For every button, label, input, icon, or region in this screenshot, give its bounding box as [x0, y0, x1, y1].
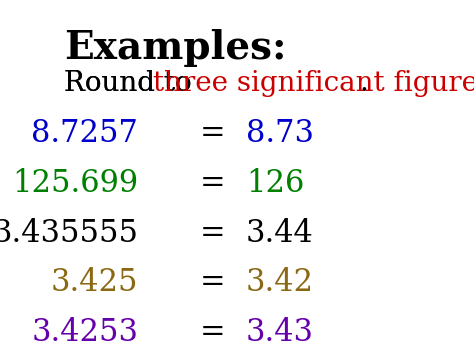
Text: =: =	[200, 317, 225, 348]
Text: 8.7257: 8.7257	[31, 118, 138, 149]
Text: 3.4253: 3.4253	[31, 317, 138, 348]
Text: =: =	[200, 118, 225, 149]
Text: 3.44: 3.44	[246, 218, 314, 248]
Text: 3.435555: 3.435555	[0, 218, 138, 248]
Text: =: =	[200, 218, 225, 248]
Text: 3.425: 3.425	[51, 267, 138, 298]
Text: 126: 126	[246, 168, 304, 199]
Text: Round to: Round to	[64, 70, 201, 97]
Text: 125.699: 125.699	[12, 168, 138, 199]
Text: =: =	[200, 168, 225, 199]
Text: three significant figures: three significant figures	[154, 70, 474, 97]
Text: .: .	[359, 70, 368, 97]
Text: 3.43: 3.43	[246, 317, 314, 348]
Text: Examples:: Examples:	[64, 29, 287, 67]
Text: =: =	[200, 267, 225, 298]
Text: Round to: Round to	[64, 70, 201, 97]
Text: 8.73: 8.73	[246, 118, 314, 149]
Text: 3.42: 3.42	[246, 267, 314, 298]
